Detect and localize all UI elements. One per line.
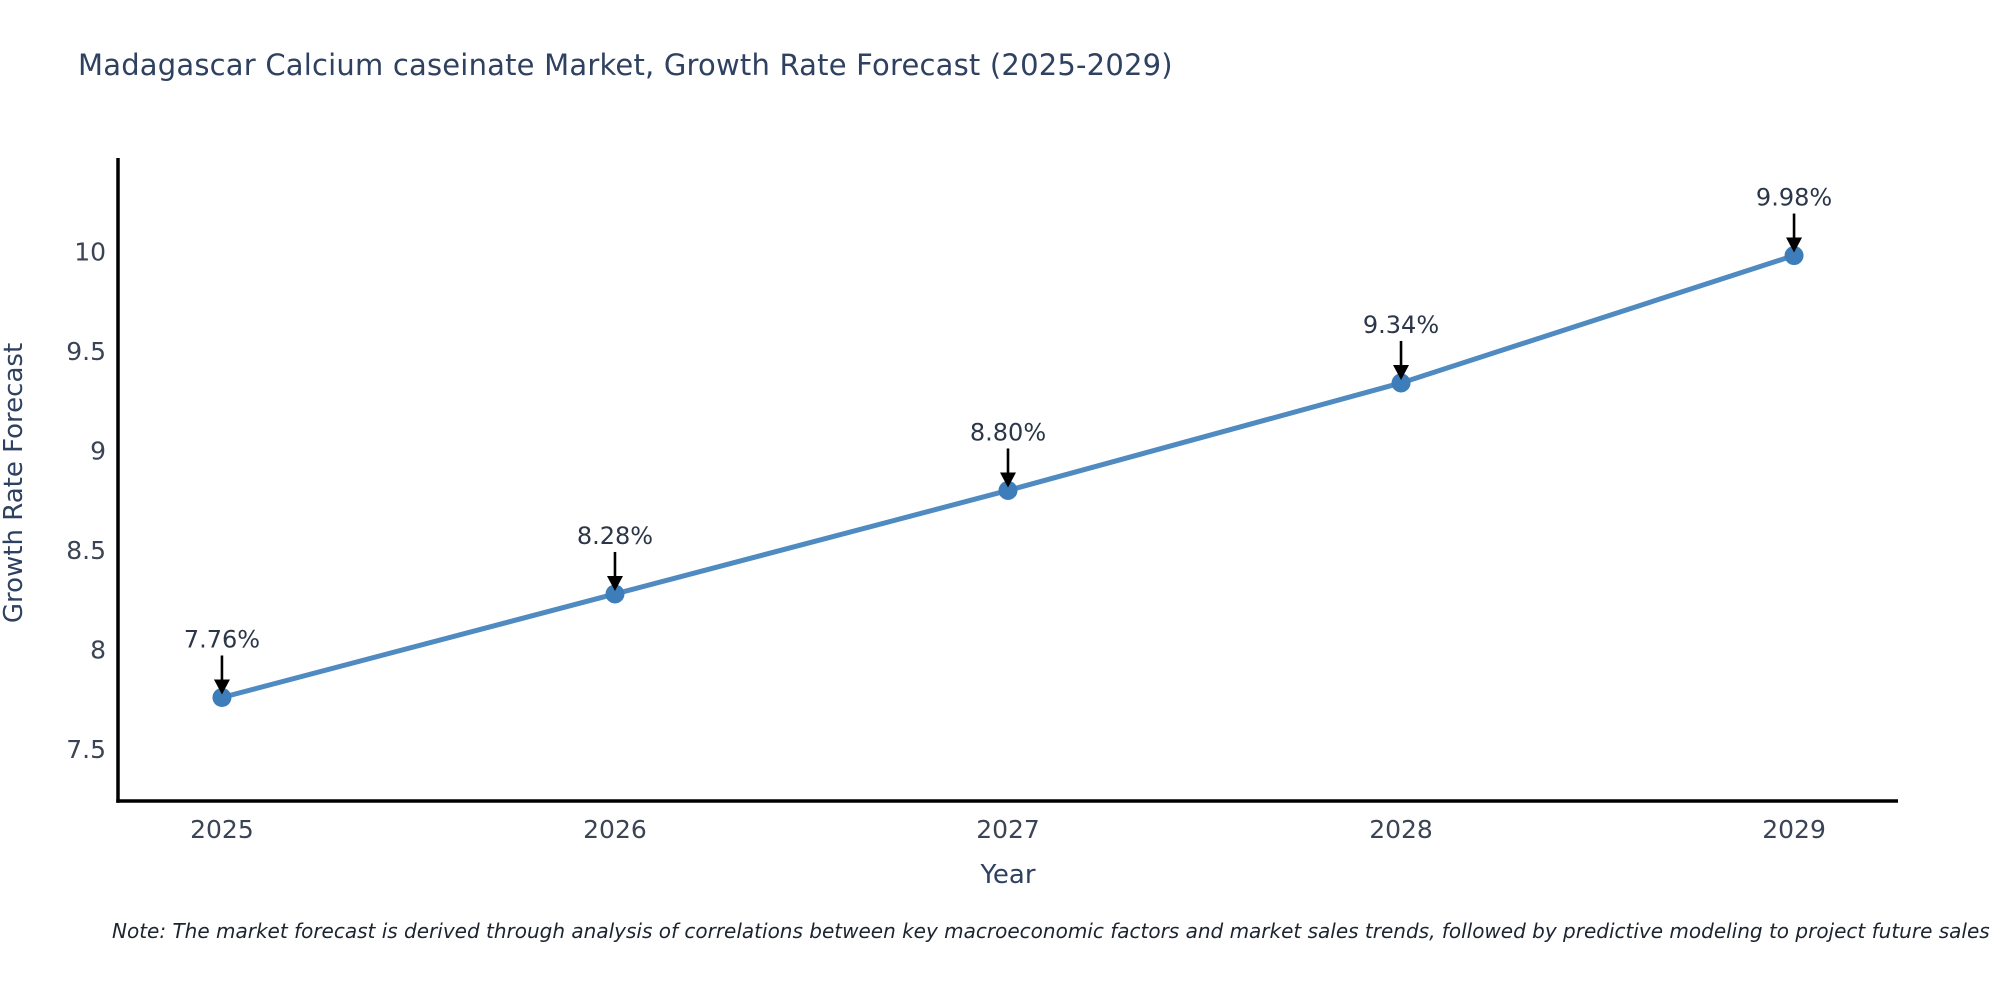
- data-point-marker: [1784, 246, 1804, 266]
- annotation-label: 9.98%: [1756, 184, 1832, 212]
- x-tick-label: 2028: [1369, 815, 1433, 844]
- y-tick-label: 7.5: [66, 735, 106, 764]
- annotation-label: 8.28%: [577, 522, 653, 550]
- annotation-label: 9.34%: [1363, 311, 1439, 339]
- footnote: Note: The market forecast is derived thr…: [112, 919, 1990, 943]
- y-tick-label: 10: [74, 238, 106, 267]
- y-tick-label: 8: [90, 636, 106, 665]
- x-axis-title: Year: [980, 860, 1036, 890]
- y-tick-label: 9.5: [66, 337, 106, 366]
- chart-title: Madagascar Calcium caseinate Market, Gro…: [78, 48, 1173, 82]
- annotation-arrowhead: [1000, 472, 1016, 488]
- annotation-arrowhead: [1786, 237, 1803, 253]
- x-tick-label: 2026: [583, 815, 647, 844]
- y-axis-title: Growth Rate Forecast: [0, 342, 29, 624]
- annotation-arrowhead: [1393, 364, 1410, 380]
- x-tick-label: 2029: [1762, 815, 1826, 844]
- data-point-marker: [212, 687, 232, 707]
- data-point-marker: [1391, 373, 1411, 393]
- y-tick-label: 8.5: [66, 536, 106, 565]
- annotation-arrowhead: [213, 679, 230, 695]
- x-tick-label: 2027: [976, 815, 1040, 844]
- annotation-label: 8.80%: [970, 418, 1046, 446]
- annotation-label: 7.76%: [184, 625, 260, 653]
- x-tick-label: 2025: [190, 815, 254, 844]
- annotation-arrowhead: [606, 575, 623, 591]
- y-tick-label: 9: [90, 437, 106, 466]
- data-point-marker: [998, 480, 1018, 500]
- data-point-marker: [605, 584, 625, 604]
